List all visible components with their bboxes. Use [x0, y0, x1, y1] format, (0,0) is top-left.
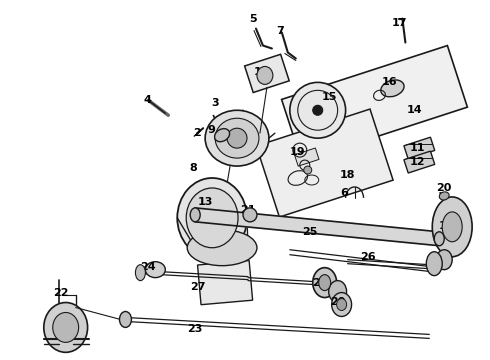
Text: 19: 19 [290, 147, 306, 157]
Ellipse shape [120, 311, 131, 328]
Bar [197, 261, 253, 305]
Bar [404, 137, 435, 159]
Ellipse shape [426, 252, 442, 276]
Text: 6: 6 [341, 188, 348, 198]
Text: 22: 22 [53, 288, 69, 298]
Ellipse shape [318, 275, 331, 291]
Text: 7: 7 [276, 26, 284, 36]
Text: 8: 8 [189, 163, 197, 173]
Text: 23: 23 [188, 324, 203, 334]
Ellipse shape [290, 82, 345, 138]
Text: 11: 11 [410, 143, 425, 153]
Ellipse shape [329, 280, 346, 302]
Text: 20: 20 [437, 183, 452, 193]
Text: 18: 18 [340, 170, 355, 180]
Ellipse shape [44, 302, 88, 352]
Ellipse shape [215, 129, 230, 142]
Text: 25: 25 [302, 227, 318, 237]
Text: 3: 3 [211, 98, 219, 108]
Ellipse shape [215, 118, 259, 158]
Ellipse shape [187, 230, 257, 266]
Bar [245, 54, 289, 93]
Bar [294, 148, 319, 166]
Text: 27: 27 [191, 282, 206, 292]
Ellipse shape [257, 67, 273, 84]
Ellipse shape [227, 128, 247, 148]
Ellipse shape [177, 178, 247, 258]
Ellipse shape [186, 188, 238, 248]
Text: 2: 2 [194, 128, 201, 138]
Text: 28: 28 [312, 278, 327, 288]
Ellipse shape [337, 298, 346, 310]
Ellipse shape [243, 208, 257, 222]
Text: 21: 21 [240, 205, 256, 215]
Bar [282, 46, 467, 161]
Bar [256, 109, 393, 217]
Text: 4: 4 [144, 95, 151, 105]
Text: 29: 29 [330, 297, 345, 306]
Text: 10: 10 [253, 67, 269, 77]
Ellipse shape [205, 110, 269, 166]
Ellipse shape [332, 293, 352, 316]
Text: 12: 12 [410, 157, 425, 167]
Ellipse shape [440, 192, 449, 200]
Text: 24: 24 [141, 262, 156, 272]
Text: 5: 5 [249, 14, 257, 24]
Text: 26: 26 [360, 252, 375, 262]
Text: 14: 14 [407, 105, 422, 115]
Ellipse shape [442, 212, 462, 242]
Ellipse shape [146, 262, 165, 278]
Ellipse shape [381, 80, 404, 97]
Ellipse shape [434, 232, 444, 246]
Text: 9: 9 [207, 125, 215, 135]
Ellipse shape [432, 197, 472, 257]
Text: 16: 16 [382, 77, 397, 87]
Ellipse shape [313, 105, 323, 115]
Text: 17: 17 [392, 18, 407, 28]
Ellipse shape [313, 268, 337, 298]
Polygon shape [195, 208, 439, 246]
Ellipse shape [304, 166, 312, 174]
Bar [404, 151, 435, 173]
Ellipse shape [436, 250, 452, 270]
Ellipse shape [53, 312, 78, 342]
Text: 1: 1 [439, 221, 446, 231]
Ellipse shape [190, 208, 200, 222]
Text: 15: 15 [322, 92, 337, 102]
Text: 13: 13 [197, 197, 213, 207]
Ellipse shape [135, 265, 146, 280]
